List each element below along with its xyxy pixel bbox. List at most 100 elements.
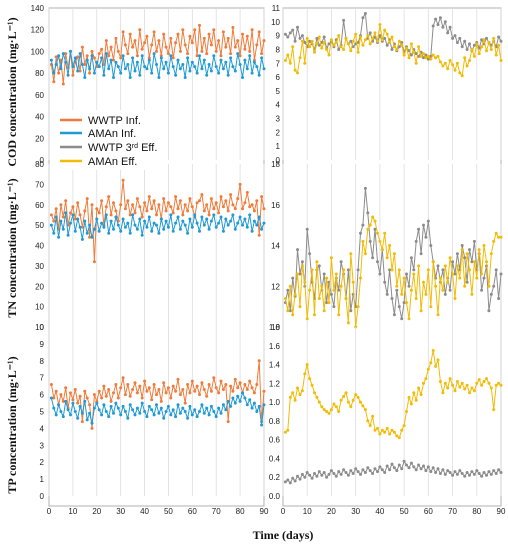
tp-effluent-data-point: [363, 408, 367, 412]
tn-influent-data-point: [80, 225, 84, 229]
tp-effluent-data-point: [397, 463, 401, 467]
tn-influent-data-point: [76, 201, 80, 205]
tp-influent-data-point: [224, 383, 228, 386]
tn-influent-data-point: [133, 211, 137, 215]
cod-influent-data-point: [133, 69, 137, 73]
cod-effluent-data-point: [455, 41, 459, 44]
cod-effluent-data-point: [288, 31, 292, 35]
tp-influent-series-1: [49, 391, 266, 427]
cod-effluent-data-point: [426, 57, 430, 61]
cod-influent-data-point: [143, 65, 147, 69]
tp-influent-data-point: [181, 406, 185, 410]
tp-effluent-data-point: [283, 480, 287, 484]
tp-effluent-data-point: [388, 468, 392, 472]
tn-influent-data-point: [221, 205, 225, 209]
tn-effluent-data-point: [446, 280, 450, 284]
tn-effluent-data-point: [402, 276, 406, 280]
tp-influent-data-point: [212, 410, 216, 413]
tp-effluent-data-point: [378, 465, 382, 469]
tn-influent-data-point: [193, 213, 197, 217]
tn-influent-data-point: [109, 219, 113, 223]
tp-effluent-xtick-label: 60: [424, 507, 433, 516]
tp-influent-data-point: [217, 406, 221, 410]
tp-influent-xtick-label: 20: [92, 507, 101, 516]
cod-effluent-data-point: [385, 43, 389, 47]
cod-influent-data-point: [164, 60, 168, 64]
tp-effluent-series-1: [283, 349, 503, 440]
cod-influent-data-point: [109, 58, 113, 62]
cod-effluent-data-point: [356, 50, 360, 54]
cod-influent-data-point: [100, 56, 104, 60]
tp-effluent-data-point: [315, 395, 319, 399]
tn-influent-data-point: [257, 215, 261, 219]
tp-effluent-series-0: [283, 459, 503, 485]
cod-influent-data-point: [76, 55, 80, 59]
cod-effluent-data-point: [465, 64, 469, 68]
tp-effluent-data-point: [397, 436, 401, 440]
cod-effluent-data-point: [371, 36, 375, 40]
tp-influent-ytick-label: 1: [40, 475, 45, 484]
tn-effluent-data-point: [322, 309, 326, 313]
cod-effluent-data-point: [492, 36, 496, 40]
tp-effluent-data-point: [346, 400, 350, 404]
tn-effluent-data-point: [419, 309, 423, 313]
tn-influent-ytick-label: 20: [35, 282, 44, 291]
tn-effluent-data-point: [313, 313, 316, 317]
tn-influent-data-point: [143, 201, 147, 205]
tn-effluent-data-point: [497, 297, 501, 300]
tn-influent-data-point: [171, 229, 175, 233]
cod-effluent-data-point: [431, 24, 435, 28]
cod-influent-data-point: [169, 36, 173, 40]
cod-influent-data-point: [262, 67, 266, 71]
tp-influent-data-point: [85, 418, 89, 422]
tp-influent-ytick-label: 5: [40, 408, 45, 417]
tn-effluent-data-point: [494, 268, 498, 272]
tp-influent-data-point: [202, 411, 206, 415]
tn-effluent-data-point: [327, 301, 331, 305]
cod-influent-data-point: [226, 73, 230, 77]
tp-effluent-data-point: [429, 361, 433, 365]
tp-effluent-data-point: [366, 466, 370, 470]
tn-effluent-data-point: [359, 276, 362, 280]
tp-influent-data-point: [143, 410, 147, 413]
tn-influent-data-point: [121, 217, 125, 221]
tp-effluent-data-point: [458, 385, 462, 389]
tp-effluent-data-point: [325, 410, 329, 413]
cod-influent-data-point: [260, 52, 264, 56]
tp-influent-data-point: [245, 403, 249, 407]
cod-influent-data-point: [71, 73, 75, 77]
cod-influent-data-point: [52, 80, 56, 84]
tn-effluent-data-point: [499, 272, 503, 276]
tp-effluent-data-point: [395, 469, 399, 473]
cod-influent-data-point: [200, 67, 204, 71]
tn-effluent-data-point: [472, 239, 476, 243]
tn-influent-data-point: [73, 229, 77, 233]
tp-influent-data-point: [126, 383, 130, 386]
tp-influent-data-point: [181, 388, 185, 391]
tp-influent-data-point: [54, 389, 58, 393]
tn-effluent-data-point: [460, 248, 464, 252]
tn-influent-data-point: [54, 207, 58, 211]
cod-influent-data-point: [138, 28, 142, 32]
tp-effluent-data-point: [368, 469, 372, 473]
tp-influent-data-point: [257, 404, 261, 408]
cod-influent-panel: 0 20 40 60 80 100 120 140: [31, 4, 266, 165]
tp-influent-data-point: [209, 404, 213, 408]
tp-effluent-data-point: [342, 468, 346, 472]
tn-effluent-data-point: [407, 284, 411, 288]
tp-effluent-data-point: [431, 349, 435, 352]
tp-influent-data-point: [219, 379, 223, 383]
tp-influent-data-point: [64, 399, 68, 403]
tp-influent-data-point: [198, 393, 201, 397]
tp-influent-data-point: [214, 415, 218, 419]
cod-influent-data-point: [243, 47, 247, 51]
tn-effluent-data-point: [422, 280, 425, 284]
tp-effluent-data-point: [380, 468, 384, 472]
tp-effluent-data-point: [385, 464, 389, 468]
tn-effluent-data-point: [339, 284, 343, 288]
tn-effluent-data-point: [346, 321, 350, 325]
tp-influent-data-point: [202, 388, 206, 391]
cod-effluent-data-point: [322, 35, 326, 39]
tn-effluent-ytick-label: 16: [271, 201, 280, 210]
